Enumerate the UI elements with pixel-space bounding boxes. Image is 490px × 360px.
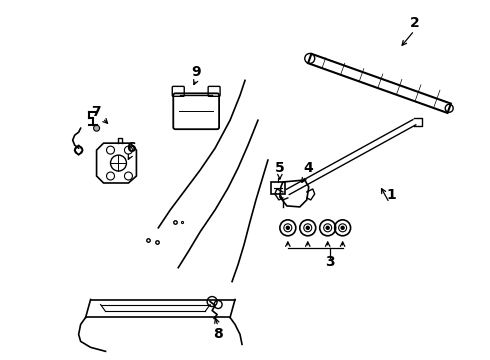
Text: 4: 4 [303,161,313,175]
Text: 8: 8 [213,327,223,341]
Text: 5: 5 [275,161,285,175]
Circle shape [286,226,289,229]
Circle shape [326,226,329,229]
Text: 2: 2 [410,15,419,30]
Text: 7: 7 [91,105,100,119]
Circle shape [341,226,344,229]
Text: 1: 1 [387,188,396,202]
Bar [271,182,285,194]
Text: 6: 6 [125,141,135,155]
Text: 9: 9 [192,66,201,80]
Circle shape [94,125,99,131]
Text: 3: 3 [325,255,335,269]
Circle shape [306,226,309,229]
